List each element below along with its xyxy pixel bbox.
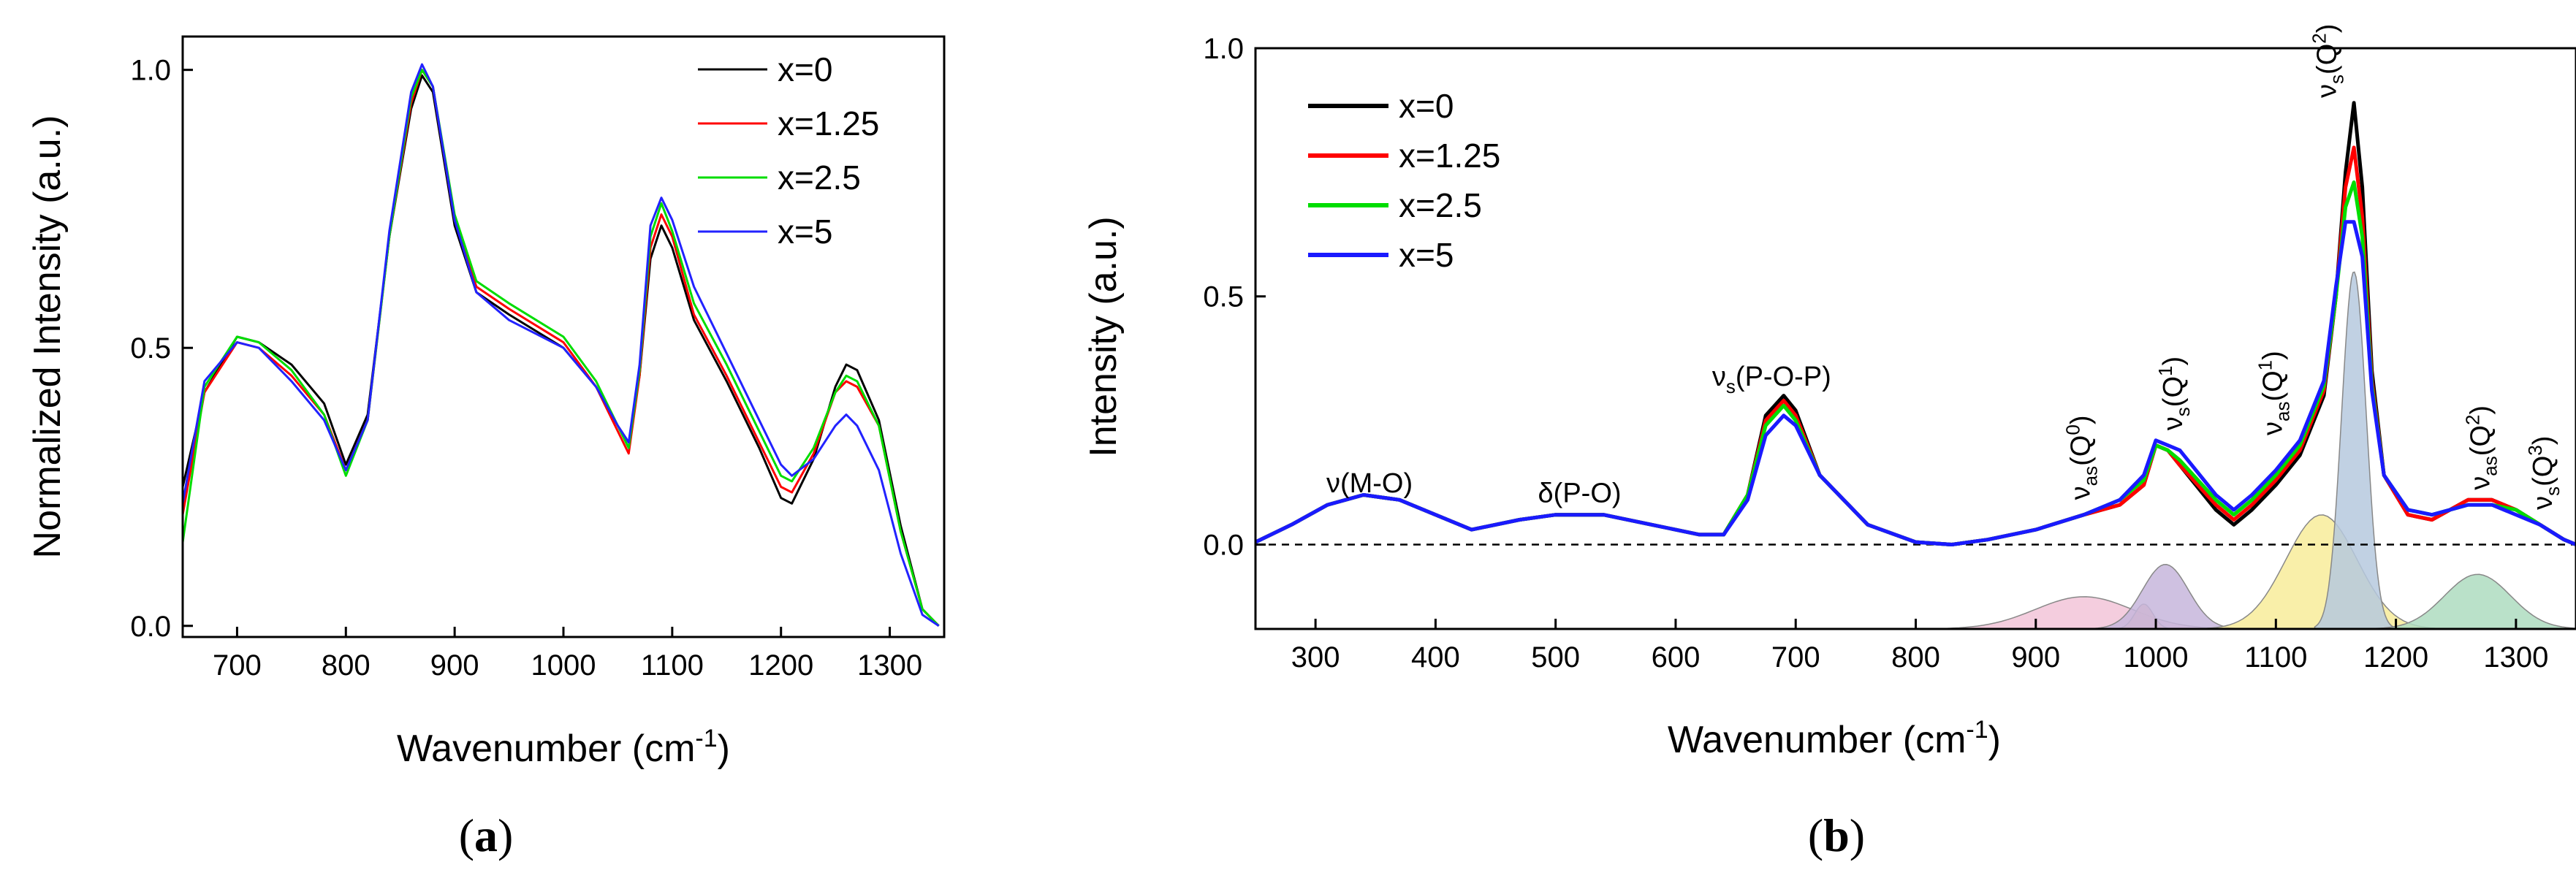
x-tick-label-b: 1300 [2483,641,2548,674]
y-tick-label-b: 0.5 [1203,281,1244,313]
peak-annotation: νs(Q3) [2524,436,2564,510]
x-tick-label-b: 800 [1891,641,1940,674]
series-line-a [181,63,940,627]
legend-label-b: x=2.5 [1399,186,1482,224]
deconvolution-band [2091,564,2241,630]
chart-panel-b: 300 400 500 600 700 800 900 1000 1100 1200 1300 0.0… [1082,24,2576,861]
peak-annotation: νs(Q2) [2308,24,2347,98]
series-line-a [181,69,940,627]
legend-label-a: x=0 [778,50,832,88]
y-axis-label-a: Normalized Intensity (a.u.) [26,115,69,559]
legend-label-b: x=1.25 [1399,137,1500,175]
series-line-b [1254,220,2576,546]
legend-label-b: x=0 [1399,87,1454,125]
y-tick-label-a: 0.5 [130,332,171,365]
peak-annotation: δ(P-O) [1538,478,1622,509]
b-deconvolution-bands [1928,271,2576,630]
legend-label-b: x=5 [1399,236,1454,274]
peak-annotation: νas(Q2) [2462,405,2501,490]
x-tick-label-a: 1100 [641,649,704,682]
b-annotations: ν(M-O) δ(P-O) νs(P-O-P) νas(Q0) νs(Q1) νas(Q1… [1326,24,2564,510]
peak-annotation: ν(M-O) [1326,468,1413,499]
x-tick-label-b: 700 [1771,641,1820,674]
peak-annotation: νas(Q1) [2254,351,2294,435]
x-tick-label-b: 1100 [2244,641,2307,674]
x-tick-label-a: 800 [322,649,371,682]
x-tick-label-b: 1000 [2124,641,2189,674]
x-tick-label-b: 300 [1291,641,1340,674]
y-tick-label-b: 0.0 [1203,529,1244,561]
legend-label-a: x=5 [778,213,832,251]
deconvolution-band [2314,271,2394,630]
legend-a: x=0 x=1.25 x=2.5 x=5 [698,50,879,251]
b-series-group [1254,101,2576,546]
peak-annotation: νas(Q0) [2062,416,2102,500]
x-tick-label-a: 1000 [531,649,596,682]
x-axis-label-b: Wavenumber (cm-1) [1668,716,2001,761]
panel-label-b: (b) [1808,809,1865,861]
x-tick-label-b: 600 [1652,641,1701,674]
y-tick-label-b: 1.0 [1203,33,1244,65]
panel-label-a: (a) [459,809,514,861]
x-tick-label-a: 1200 [748,649,813,682]
x-tick-label-a: 900 [430,649,479,682]
deconvolution-band [2371,573,2576,630]
y-axis-label-b: Intensity (a.u.) [1082,216,1125,457]
x-axis-label-a: Wavenumber (cm-1) [397,725,730,770]
x-tick-label-a: 1300 [857,649,922,682]
legend-label-a: x=1.25 [778,104,879,142]
x-tick-label-b: 400 [1411,641,1460,674]
x-tick-label-b: 900 [2011,641,2060,674]
b-ticks: 300 400 500 600 700 800 900 1000 1100 1200 1300 0.0… [1203,33,2548,674]
a-series-group [181,63,940,627]
peak-annotation: νs(Q1) [2154,356,2194,430]
x-tick-label-a: 700 [213,649,262,682]
y-tick-label-a: 0.0 [130,611,171,643]
peak-annotation: νs(P-O-P) [1712,362,1831,397]
legend-b: x=0 x=1.25 x=2.5 x=5 [1308,87,1500,274]
y-tick-label-a: 1.0 [130,55,171,87]
x-tick-label-b: 1200 [2363,641,2428,674]
a-ticks: 700 800 900 1000 1100 1200 1300 0.0 0.5 1.0 [130,55,922,682]
deconvolution-band [2206,514,2438,630]
legend-label-a: x=2.5 [778,159,861,197]
x-tick-label-b: 500 [1531,641,1580,674]
